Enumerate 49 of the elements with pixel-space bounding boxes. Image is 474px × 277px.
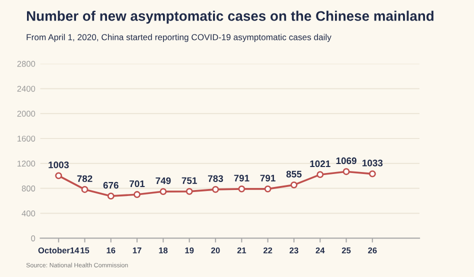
data-label: 749 (156, 177, 171, 184)
data-label: 751 (182, 177, 197, 184)
y-tick-label: 2800 (17, 60, 36, 67)
x-tick-label: 18 (159, 247, 168, 254)
y-tick-label: 0 (31, 235, 36, 242)
chart-title: Number of new asymptomatic cases on the Chinese mainland (27, 10, 434, 24)
x-tick-label: 20 (211, 247, 220, 254)
x-tick-label: 19 (185, 247, 194, 254)
point (264, 185, 272, 192)
x-tick-label: 16 (106, 247, 116, 254)
y-tick-label: 2000 (17, 110, 36, 117)
data-label: 1033 (362, 160, 383, 166)
data-label: 783 (208, 175, 224, 182)
point (186, 188, 193, 195)
data-label: 1021 (310, 160, 330, 168)
data-label: 1003 (48, 162, 69, 168)
y-tick-label: 2400 (17, 86, 36, 92)
y-tick-label: 1600 (18, 136, 36, 142)
point (81, 186, 88, 193)
point (212, 186, 219, 193)
chart-subtitle: From April 1, 2020, China started reporting COVID-19 asymptomatic cases daily (26, 34, 332, 42)
x-tick-label: 21 (237, 247, 246, 254)
point (368, 170, 376, 178)
x-tick-label: 15 (80, 248, 90, 254)
x-tick-label: 22 (263, 247, 272, 254)
x-tick-label: 17 (132, 248, 142, 254)
x-tick-label: October14 (38, 247, 80, 254)
data-label: 855 (286, 170, 302, 178)
point (316, 171, 324, 178)
point (134, 191, 141, 198)
data-label: 782 (77, 175, 92, 182)
y-tick-label: 800 (22, 186, 36, 192)
y-tick-label: 400 (22, 210, 36, 216)
x-tick-label: 23 (290, 247, 298, 254)
y-tick-label: 1200 (18, 160, 36, 167)
point (290, 181, 298, 188)
point (342, 168, 350, 176)
data-label: 791 (234, 174, 250, 182)
x-tick-label: 25 (342, 247, 351, 254)
data-label: 1069 (336, 157, 356, 164)
data-label: 676 (103, 182, 118, 189)
x-tick-label: 26 (368, 247, 377, 254)
x-tick-label: 24 (316, 247, 325, 254)
point (107, 192, 114, 200)
point (160, 188, 167, 196)
point (238, 185, 246, 192)
point (55, 172, 62, 180)
data-label: 791 (260, 174, 276, 182)
data-label: 701 (130, 180, 145, 188)
